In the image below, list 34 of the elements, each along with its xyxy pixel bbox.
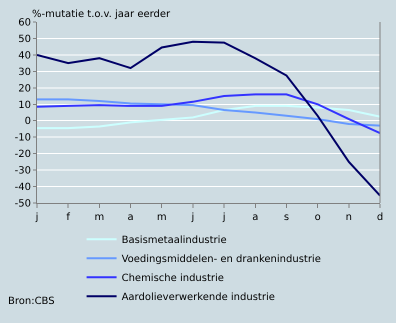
x-tick-label: a [127, 212, 134, 223]
y-tick-label: -20 [14, 149, 31, 160]
line-series [37, 93, 380, 134]
legend-label: Voedingsmiddelen- en drankenindustrie [122, 254, 321, 266]
x-tick-label: a [252, 212, 258, 223]
text: Bron:CBS [8, 296, 55, 307]
line-series [37, 98, 380, 127]
y-axis-title: %-mutatie t.o.v. jaar eerder [32, 9, 172, 20]
x-tick-label: d [376, 212, 384, 223]
x-tick-label: j [190, 212, 194, 223]
y-tick-label: 50 [18, 34, 31, 45]
y-tick-label: 0 [24, 116, 31, 128]
line-series [37, 40, 380, 197]
y-tick-label: 60 [18, 18, 31, 28]
legend-label: Aardolieverwerkende industrie [122, 292, 275, 304]
y-tick-label: -10 [14, 132, 31, 144]
x-tick-label: f [66, 212, 70, 223]
x-tick-label: s [284, 212, 290, 223]
x-tick-label: j [222, 212, 226, 223]
x-tick-label: o [314, 212, 321, 223]
y-tick-label: 30 [18, 66, 31, 78]
y-tick-label: 40 [18, 50, 31, 62]
x-tick-label: n [346, 212, 352, 223]
y-tick-label: 10 [18, 100, 31, 111]
y-tick-label: -30 [14, 166, 31, 177]
y-tick-label: -50 [14, 198, 31, 210]
legend-label: Basismetaalindustrie [122, 235, 227, 246]
x-tick-label: m [156, 212, 167, 223]
x-tick-label: m [94, 212, 104, 223]
line-series [37, 104, 380, 130]
x-tick-label: j [34, 212, 38, 223]
y-tick-label: -40 [14, 182, 31, 194]
legend-label: Chemische industrie [122, 273, 224, 284]
y-tick-label: 20 [18, 83, 31, 94]
